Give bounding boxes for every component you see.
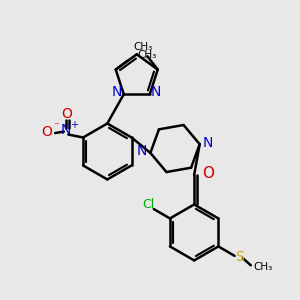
Text: Cl: Cl [142, 198, 154, 211]
Text: ⁻: ⁻ [53, 122, 59, 132]
Text: O: O [202, 166, 214, 181]
Text: CH₃: CH₃ [254, 262, 273, 272]
Text: N: N [151, 85, 161, 99]
Text: N: N [137, 144, 147, 158]
Text: CH₃: CH₃ [137, 50, 156, 60]
Text: N: N [61, 123, 71, 137]
Text: N: N [203, 136, 213, 150]
Text: O: O [42, 125, 52, 139]
Text: +: + [70, 120, 78, 130]
Text: CH₃: CH₃ [134, 42, 153, 52]
Text: S: S [236, 250, 244, 264]
Text: N: N [112, 85, 122, 99]
Text: O: O [61, 107, 72, 121]
